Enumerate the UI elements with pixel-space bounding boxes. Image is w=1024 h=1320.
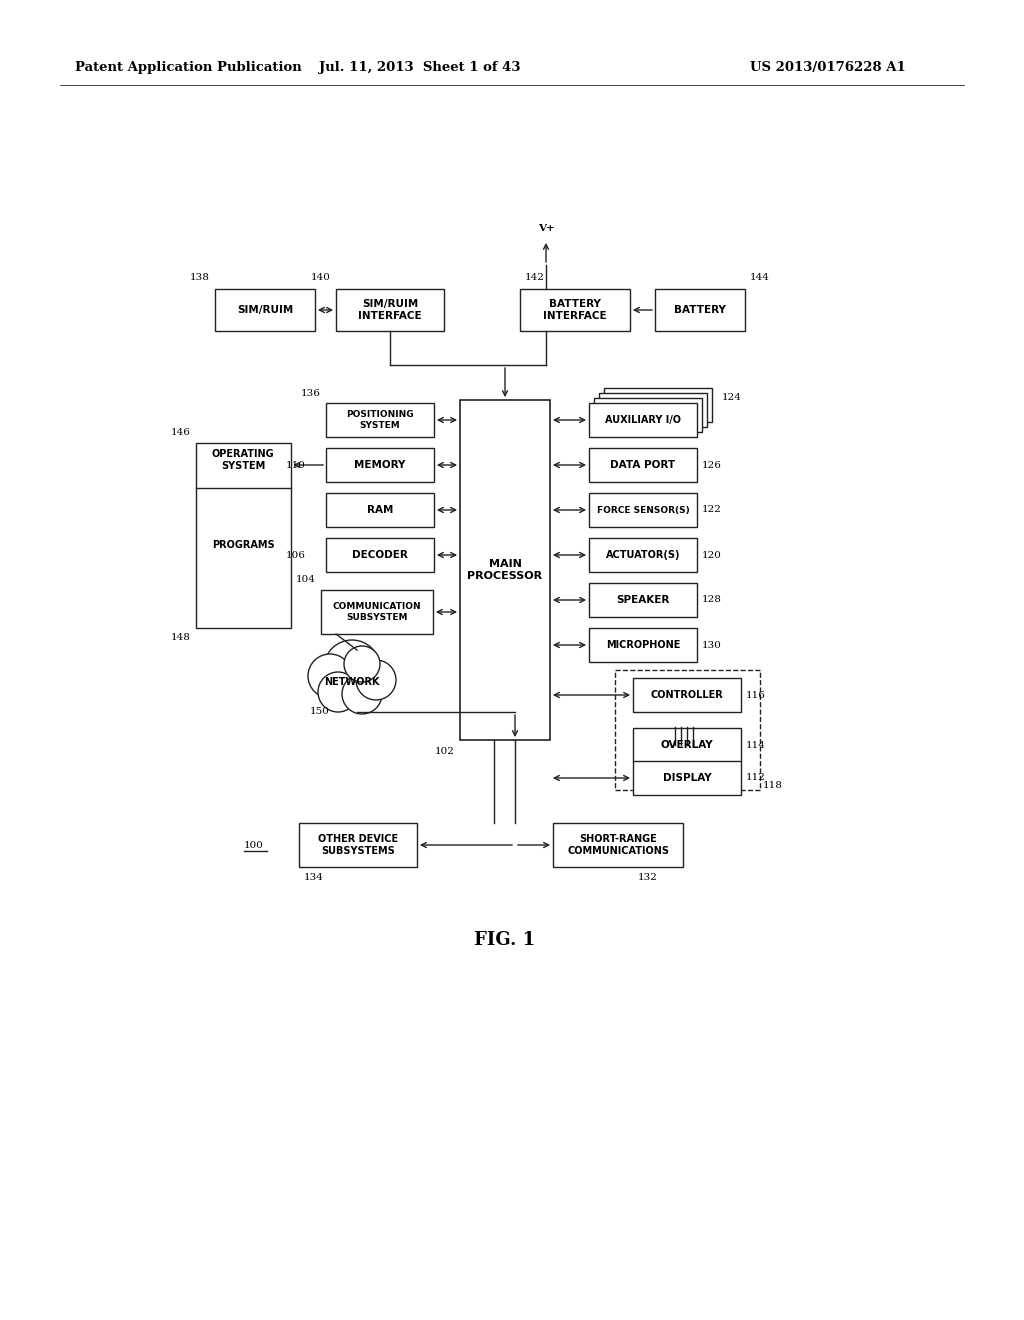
Text: FIG. 1: FIG. 1 (474, 931, 536, 949)
Bar (589, 628, 697, 663)
Text: OTHER DEVICE
SUBSYSTEMS: OTHER DEVICE SUBSYSTEMS (317, 834, 398, 855)
Bar (326, 492, 434, 527)
Text: RAM: RAM (367, 506, 393, 515)
Text: 110: 110 (286, 461, 306, 470)
Text: MEMORY: MEMORY (354, 459, 406, 470)
Circle shape (308, 653, 352, 698)
Bar (589, 539, 697, 572)
Text: SIM/RUIM
INTERFACE: SIM/RUIM INTERFACE (358, 300, 422, 321)
Bar (321, 590, 433, 634)
Bar (599, 393, 707, 426)
Text: BATTERY: BATTERY (674, 305, 726, 315)
Text: 112: 112 (746, 774, 766, 783)
Text: US 2013/0176228 A1: US 2013/0176228 A1 (750, 62, 906, 74)
Text: OVERLAY: OVERLAY (660, 741, 714, 750)
Bar (336, 289, 444, 331)
Bar (326, 403, 434, 437)
Text: 150: 150 (310, 708, 330, 717)
Text: 100: 100 (244, 841, 264, 850)
Text: 148: 148 (171, 634, 190, 642)
Text: PROGRAMS: PROGRAMS (212, 540, 274, 550)
Text: FORCE SENSOR(S): FORCE SENSOR(S) (597, 506, 689, 515)
Text: BATTERY
INTERFACE: BATTERY INTERFACE (543, 300, 607, 321)
Text: MICROPHONE: MICROPHONE (606, 640, 680, 649)
Bar (299, 822, 417, 867)
Bar (655, 289, 745, 331)
Text: 144: 144 (750, 272, 770, 281)
Text: 116: 116 (746, 690, 766, 700)
Bar (615, 671, 760, 789)
Text: 114: 114 (746, 741, 766, 750)
Bar (604, 388, 712, 422)
Text: 128: 128 (702, 595, 722, 605)
Bar (196, 442, 291, 627)
Bar (553, 822, 683, 867)
Bar (633, 678, 741, 711)
Bar (594, 399, 702, 432)
Text: 130: 130 (702, 640, 722, 649)
Bar (633, 729, 741, 762)
Text: AUXILIARY I/O: AUXILIARY I/O (605, 414, 681, 425)
Bar (326, 539, 434, 572)
Text: DECODER: DECODER (352, 550, 408, 560)
Text: NETWORK: NETWORK (325, 677, 380, 686)
Bar (589, 583, 697, 616)
Circle shape (318, 672, 358, 711)
Bar (326, 447, 434, 482)
Text: DISPLAY: DISPLAY (663, 774, 712, 783)
Text: 140: 140 (311, 272, 331, 281)
Text: OPERATING
SYSTEM: OPERATING SYSTEM (212, 449, 274, 471)
Bar (460, 400, 550, 741)
Text: POSITIONING
SYSTEM: POSITIONING SYSTEM (346, 411, 414, 430)
Text: V+: V+ (538, 224, 554, 234)
Text: 134: 134 (304, 873, 324, 882)
Text: 118: 118 (763, 780, 783, 789)
Text: CONTROLLER: CONTROLLER (650, 690, 723, 700)
Bar (589, 403, 697, 437)
Text: 142: 142 (525, 272, 545, 281)
Text: ACTUATOR(S): ACTUATOR(S) (606, 550, 680, 560)
Text: Patent Application Publication: Patent Application Publication (75, 62, 302, 74)
Text: MAIN
PROCESSOR: MAIN PROCESSOR (467, 560, 543, 581)
Text: COMMUNICATION
SUBSYSTEM: COMMUNICATION SUBSYSTEM (333, 602, 421, 622)
Text: 146: 146 (171, 428, 190, 437)
Text: 132: 132 (638, 873, 657, 882)
Circle shape (344, 645, 380, 682)
Text: SIM/RUIM: SIM/RUIM (237, 305, 293, 315)
Text: 126: 126 (702, 461, 722, 470)
Text: 104: 104 (296, 576, 316, 585)
Text: 122: 122 (702, 506, 722, 515)
Circle shape (324, 640, 380, 696)
Text: 102: 102 (435, 747, 455, 756)
Text: 136: 136 (301, 388, 321, 397)
Bar (520, 289, 630, 331)
Circle shape (342, 675, 382, 714)
Bar (589, 447, 697, 482)
Text: 124: 124 (722, 393, 741, 403)
Text: 120: 120 (702, 550, 722, 560)
Text: Jul. 11, 2013  Sheet 1 of 43: Jul. 11, 2013 Sheet 1 of 43 (319, 62, 521, 74)
Text: 138: 138 (190, 272, 210, 281)
Circle shape (356, 660, 396, 700)
Bar (589, 492, 697, 527)
Text: SHORT-RANGE
COMMUNICATIONS: SHORT-RANGE COMMUNICATIONS (567, 834, 669, 855)
Bar (633, 762, 741, 795)
Bar (215, 289, 315, 331)
Text: DATA PORT: DATA PORT (610, 459, 676, 470)
Text: 106: 106 (286, 550, 306, 560)
Text: SPEAKER: SPEAKER (616, 595, 670, 605)
